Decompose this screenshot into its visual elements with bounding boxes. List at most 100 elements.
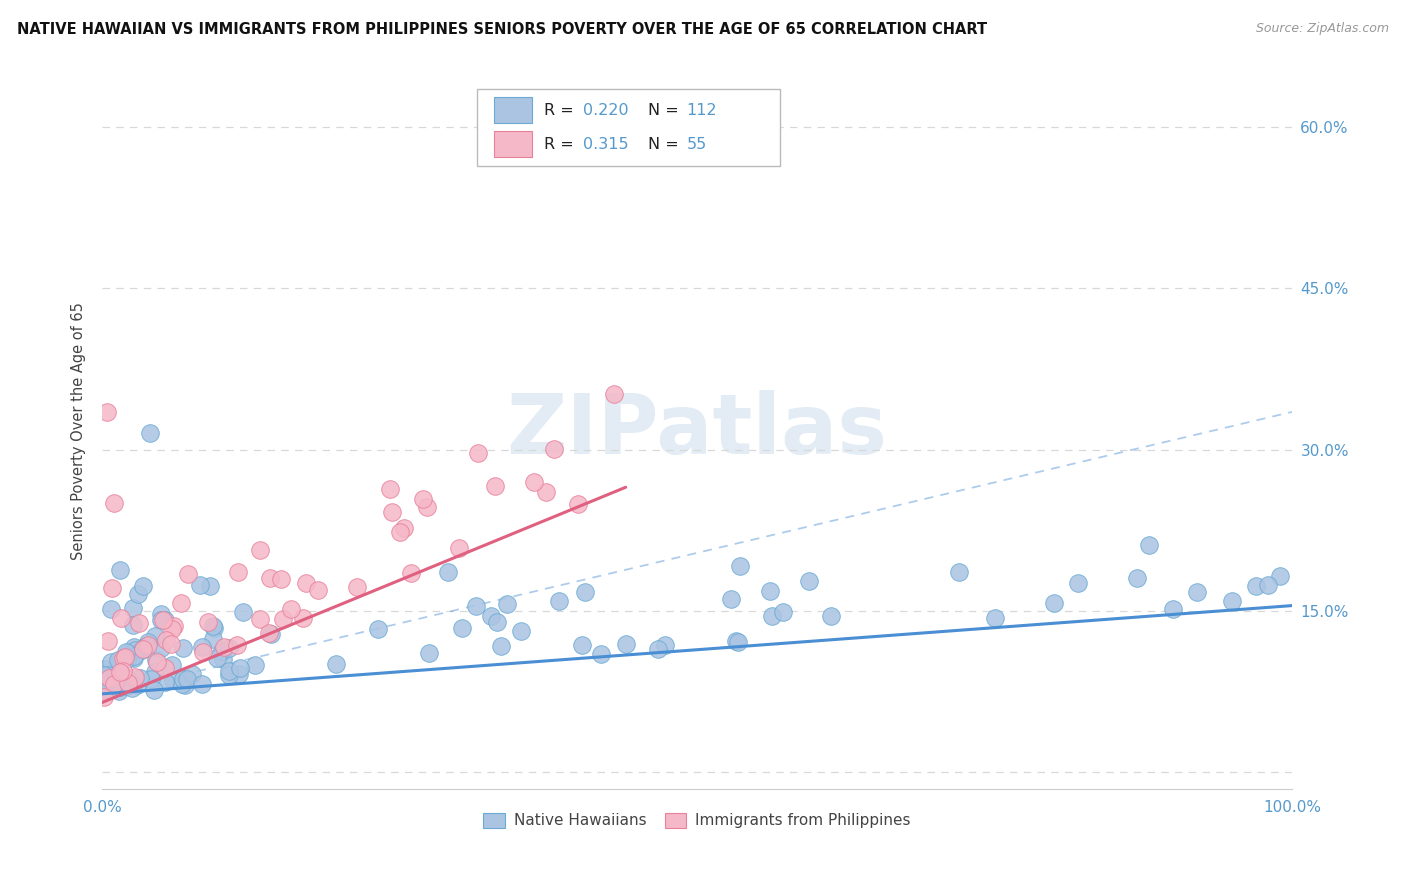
Point xyxy=(1161,601,1184,615)
Point xyxy=(160,658,183,673)
Point xyxy=(489,639,512,653)
Point xyxy=(450,621,472,635)
Point xyxy=(523,475,546,489)
Point xyxy=(510,624,533,638)
Point xyxy=(202,621,225,635)
Point xyxy=(190,677,212,691)
Point xyxy=(149,641,172,656)
Point xyxy=(115,644,138,658)
Point xyxy=(191,645,214,659)
Point xyxy=(160,622,183,636)
Point xyxy=(437,566,460,580)
Text: 0.315: 0.315 xyxy=(583,136,628,152)
Point xyxy=(226,565,249,579)
Point xyxy=(614,637,637,651)
Point xyxy=(392,521,415,535)
Point xyxy=(212,640,235,654)
Text: NATIVE HAWAIIAN VS IMMIGRANTS FROM PHILIPPINES SENIORS POVERTY OVER THE AGE OF 6: NATIVE HAWAIIAN VS IMMIGRANTS FROM PHILI… xyxy=(17,22,987,37)
Point xyxy=(188,577,211,591)
Point xyxy=(121,681,143,695)
Point xyxy=(228,666,250,681)
Point xyxy=(720,591,742,606)
Point xyxy=(654,638,676,652)
Point xyxy=(1137,538,1160,552)
Point xyxy=(449,541,471,556)
Point xyxy=(412,491,434,506)
Point xyxy=(243,658,266,673)
Point xyxy=(418,646,440,660)
Point xyxy=(603,387,626,401)
Point xyxy=(100,581,122,595)
Point xyxy=(162,673,184,688)
Point xyxy=(218,665,240,679)
Point xyxy=(1126,571,1149,585)
Text: 112: 112 xyxy=(686,103,717,118)
Point xyxy=(136,635,159,649)
Point xyxy=(112,664,135,678)
Text: Source: ZipAtlas.com: Source: ZipAtlas.com xyxy=(1256,22,1389,36)
Point xyxy=(772,605,794,619)
Point xyxy=(93,690,115,705)
Point xyxy=(152,613,174,627)
Point xyxy=(124,651,146,665)
Point xyxy=(108,563,131,577)
Point xyxy=(172,677,194,691)
Point xyxy=(121,601,143,615)
Point xyxy=(574,585,596,599)
Point xyxy=(1043,596,1066,610)
Y-axis label: Seniors Poverty Over the Age of 65: Seniors Poverty Over the Age of 65 xyxy=(72,301,86,559)
Point xyxy=(103,496,125,510)
Point xyxy=(115,679,138,693)
Point xyxy=(131,643,153,657)
Point xyxy=(983,611,1005,625)
Text: N =: N = xyxy=(648,103,685,118)
Point xyxy=(388,525,411,540)
Point xyxy=(201,619,224,633)
Point xyxy=(93,662,115,676)
Point xyxy=(280,602,302,616)
Point xyxy=(121,617,143,632)
Point xyxy=(271,612,294,626)
Point xyxy=(108,655,131,669)
Legend: Native Hawaiians, Immigrants from Philippines: Native Hawaiians, Immigrants from Philip… xyxy=(477,806,917,835)
Point xyxy=(149,607,172,622)
Text: R =: R = xyxy=(544,103,578,118)
Point xyxy=(139,426,162,441)
Point xyxy=(486,615,509,630)
Point xyxy=(229,661,252,675)
Point xyxy=(270,573,292,587)
Point xyxy=(94,675,117,690)
Point xyxy=(218,641,240,656)
Point xyxy=(97,671,120,685)
Point xyxy=(100,655,122,669)
Point xyxy=(107,653,129,667)
Point xyxy=(124,642,146,657)
Point xyxy=(117,646,139,660)
Point xyxy=(131,640,153,655)
Point xyxy=(249,543,271,558)
Point xyxy=(94,673,117,687)
Point xyxy=(467,445,489,459)
Point xyxy=(143,665,166,679)
Point xyxy=(727,635,749,649)
Point xyxy=(176,672,198,686)
Point xyxy=(1257,578,1279,592)
Point xyxy=(201,632,224,647)
Point xyxy=(138,638,160,652)
Point xyxy=(378,483,401,497)
Point xyxy=(127,587,149,601)
Point xyxy=(730,559,752,574)
Point xyxy=(211,644,233,658)
Point xyxy=(114,649,136,664)
Point xyxy=(758,583,780,598)
Point xyxy=(543,442,565,457)
Point xyxy=(416,500,439,515)
Point xyxy=(205,651,228,665)
Point xyxy=(132,578,155,592)
Text: 0.220: 0.220 xyxy=(583,103,628,118)
Text: ZIPatlas: ZIPatlas xyxy=(506,391,887,471)
Point xyxy=(249,612,271,626)
Point xyxy=(143,629,166,643)
Point xyxy=(160,637,183,651)
FancyBboxPatch shape xyxy=(494,131,531,157)
